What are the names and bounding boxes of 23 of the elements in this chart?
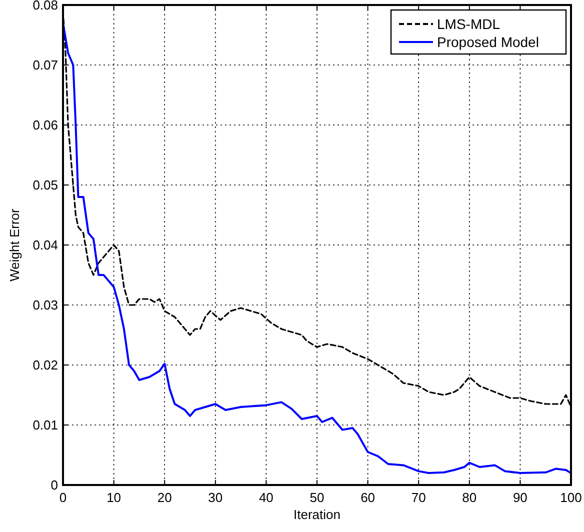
- y-tick-label: 0.07: [32, 58, 58, 72]
- y-tick-label: 0.02: [32, 358, 58, 372]
- y-tick-label: 0.04: [32, 238, 58, 252]
- y-tick-label: 0.08: [32, 0, 58, 12]
- x-tick-label: 50: [310, 490, 324, 505]
- x-tick-label: 80: [462, 490, 477, 505]
- x-tick-label: 40: [258, 490, 274, 505]
- x-tick-label: 60: [360, 490, 376, 505]
- legend-label: LMS-MDL: [437, 16, 500, 32]
- y-axis-title: Weight Error: [7, 208, 22, 282]
- y-tick-label: 0.01: [32, 418, 58, 432]
- y-tick-label: 0.06: [32, 118, 58, 132]
- x-tick-label: 20: [157, 490, 172, 505]
- y-tick-label: 0: [50, 478, 58, 492]
- x-axis-title: Iteration: [294, 507, 340, 522]
- y-tick-label: 0.05: [32, 178, 58, 192]
- y-tick-label: 0.03: [32, 298, 58, 312]
- x-tick-label: 30: [208, 490, 223, 505]
- x-tick-label: 10: [106, 490, 122, 505]
- x-tick-label: 70: [411, 490, 426, 505]
- x-tick-label: 90: [512, 490, 528, 505]
- legend-label: Proposed Model: [437, 34, 539, 50]
- x-tick-label: 100: [560, 490, 582, 505]
